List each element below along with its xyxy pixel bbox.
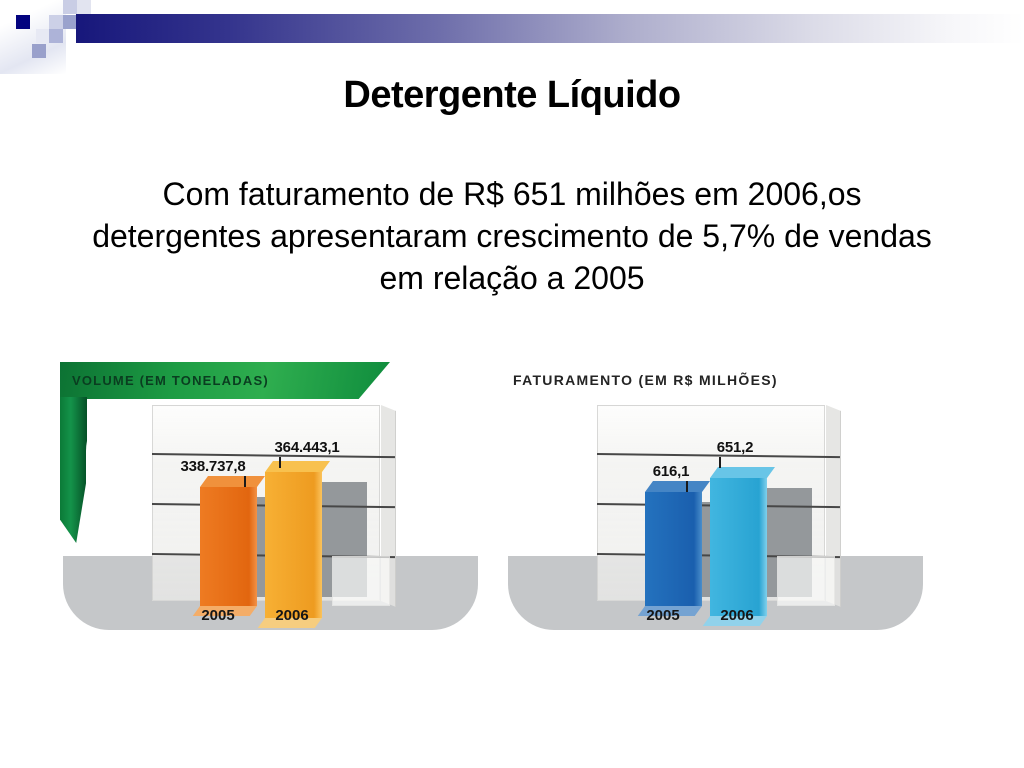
axis-label-2006: 2006: [720, 607, 754, 624]
wall-base-plinth: [777, 556, 835, 606]
value-leader-tick: [244, 476, 246, 487]
chart-title: FATURAMENTO (EM R$ MILHÕES): [513, 372, 778, 388]
decor-square: [36, 29, 50, 43]
chart-title: VOLUME (EM TONELADAS): [72, 373, 269, 388]
value-leader-tick: [719, 457, 721, 468]
axis-label-2005: 2005: [646, 607, 680, 624]
axis-label-2006: 2006: [275, 607, 309, 624]
decor-square: [49, 15, 63, 29]
header-gradient-bar: [76, 14, 1024, 43]
value-label-2005: 338.737,8: [180, 458, 246, 475]
body-text-line: em relação a 2005: [379, 260, 645, 296]
green-banner: [60, 362, 390, 399]
green-side-strip: [60, 397, 87, 543]
decor-square: [77, 0, 91, 14]
value-leader-tick: [279, 457, 281, 468]
wall-base-plinth: [332, 556, 390, 606]
chart-volume: VOLUME (EM TONELADAS) 338.737,8 364.443,…: [60, 360, 492, 652]
value-label-2006: 651,2: [716, 439, 754, 456]
axis-label-2005: 2005: [201, 607, 235, 624]
decor-square-navy: [16, 15, 30, 29]
page-title: Detergente Líquido: [343, 74, 681, 116]
decor-square: [63, 0, 77, 14]
body-text: Com faturamento de R$ 651 milhões em 200…: [0, 173, 1024, 299]
bar-faturamento-2006: [710, 478, 767, 616]
bar-volume-2006: [265, 472, 322, 618]
bar-volume-2005: [200, 487, 257, 606]
value-label-2005: 616,1: [652, 463, 690, 480]
decor-square: [49, 29, 63, 43]
value-label-2006: 364.443,1: [274, 439, 340, 456]
chart-faturamento: FATURAMENTO (EM R$ MILHÕES) 616,1 651,2 …: [505, 360, 937, 652]
body-text-line: Com faturamento de R$ 651 milhões em 200…: [162, 176, 862, 212]
body-text-line: detergentes apresentaram crescimento de …: [92, 218, 932, 254]
value-leader-tick: [686, 481, 688, 492]
bar-faturamento-2005: [645, 492, 702, 606]
decor-square: [63, 15, 77, 29]
decor-square: [32, 44, 46, 58]
